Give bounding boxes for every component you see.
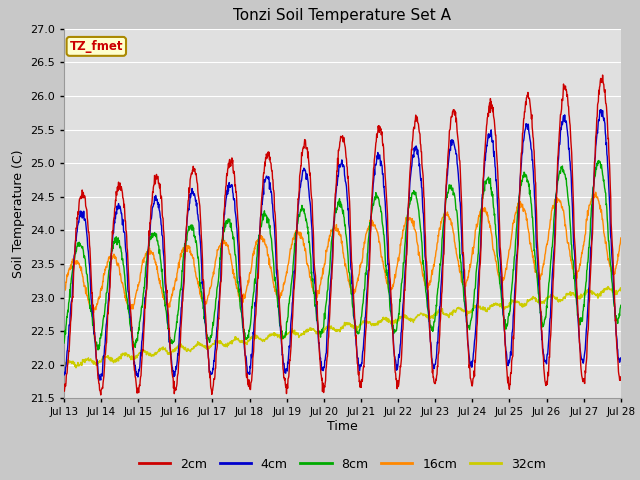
Title: Tonzi Soil Temperature Set A: Tonzi Soil Temperature Set A xyxy=(234,9,451,24)
X-axis label: Time: Time xyxy=(327,420,358,433)
Legend: 2cm, 4cm, 8cm, 16cm, 32cm: 2cm, 4cm, 8cm, 16cm, 32cm xyxy=(134,453,551,476)
Y-axis label: Soil Temperature (C): Soil Temperature (C) xyxy=(12,149,24,278)
Text: TZ_fmet: TZ_fmet xyxy=(70,40,123,53)
